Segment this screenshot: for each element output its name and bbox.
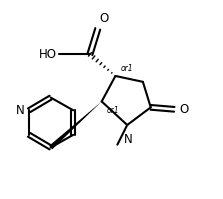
Text: or1: or1 — [107, 106, 119, 115]
Text: O: O — [179, 103, 188, 116]
Text: or1: or1 — [121, 64, 134, 73]
Text: N: N — [15, 104, 24, 117]
Text: O: O — [100, 12, 109, 25]
Text: N: N — [124, 133, 132, 146]
Polygon shape — [49, 101, 102, 149]
Text: HO: HO — [39, 48, 57, 61]
